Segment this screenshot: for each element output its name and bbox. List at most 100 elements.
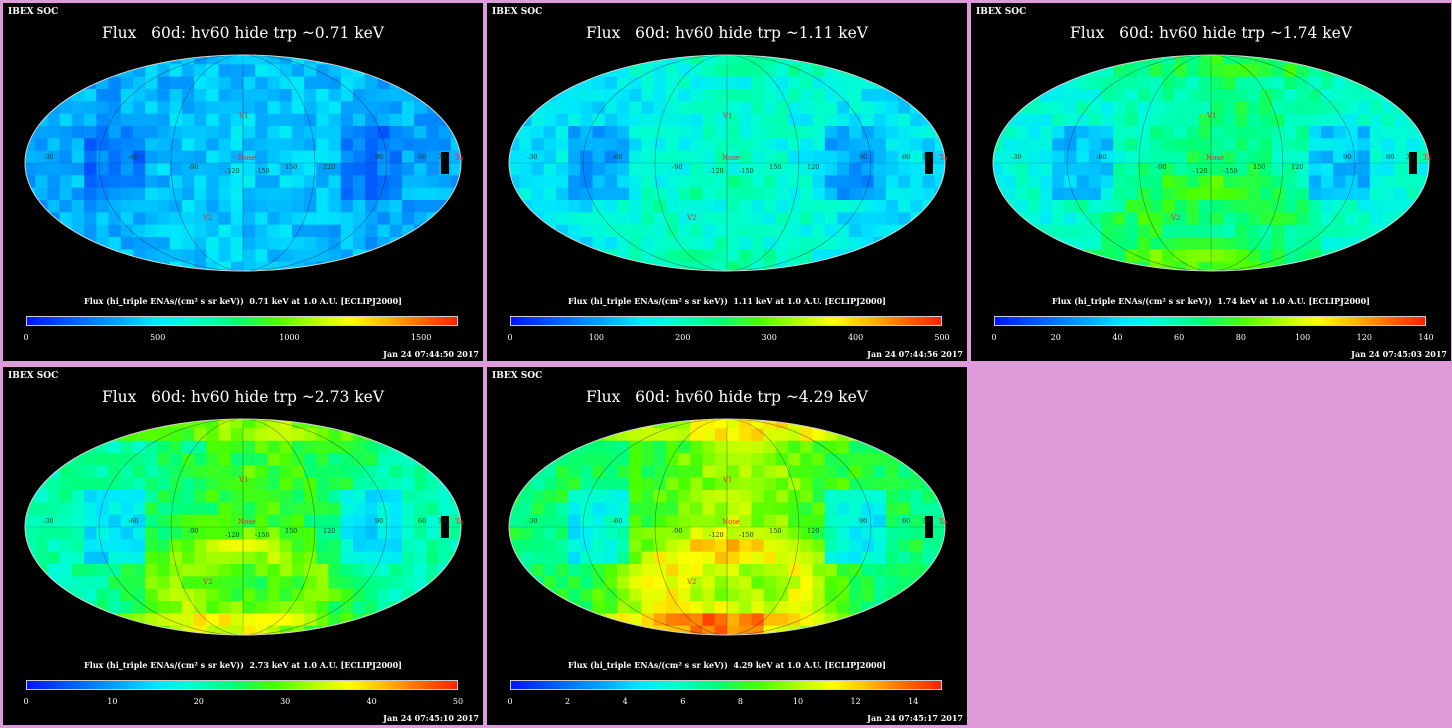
marker-v1: V1: [1206, 112, 1217, 120]
colorbar-tick: 0: [23, 697, 29, 706]
marker-nose: Nose: [722, 154, 740, 162]
grid-label: -60: [1096, 153, 1106, 161]
marker-v1: V1: [722, 112, 733, 120]
marker-nose: Nose: [238, 518, 256, 526]
grid-label: -30: [527, 153, 537, 161]
skymap-image: V1 Nose V2 Tail -30 -60 -90 -120 -150 150 120 90 60 3…: [24, 418, 463, 636]
grid-label: -30: [43, 153, 53, 161]
grid-label: -120: [225, 531, 240, 539]
grid-label: -120: [1193, 167, 1208, 175]
colorbar-tick: 1000: [279, 333, 300, 342]
grid-label: 120: [1291, 163, 1303, 171]
grid-label: 150: [285, 527, 297, 535]
grid-label: -150: [1223, 167, 1238, 175]
tail-marker-block: [1409, 152, 1417, 174]
grid-label: -90: [672, 527, 682, 535]
skymap-image: V1 Nose V2 Tail -30 -60 -90 -120 -150 150 120 90 60 3…: [24, 54, 463, 272]
org-label: IBEX SOC: [8, 371, 59, 381]
marker-v1: V1: [238, 476, 249, 484]
colorbar-tick: 40: [366, 697, 377, 706]
marker-nose: Nose: [1206, 154, 1224, 162]
colorbar-tick: 60: [1174, 333, 1185, 342]
grid-label: 120: [807, 163, 819, 171]
grid-label: -90: [188, 527, 198, 535]
colorbar-tick: 6: [680, 697, 686, 706]
colorbar-tick: 0: [991, 333, 997, 342]
skymap-panel: IBEX SOC Flux 60d: hv60 hide trp ~1.74 ke…: [971, 3, 1451, 361]
marker-v2: V2: [202, 214, 213, 222]
grid-label: -90: [672, 163, 682, 171]
grid-label: -120: [709, 531, 724, 539]
colorbar-tick: 30: [280, 697, 291, 706]
colorbar-tick: 0: [507, 697, 513, 706]
timestamp: Jan 24 07:44:50 2017: [383, 349, 479, 359]
grid-label: 60: [418, 153, 426, 161]
tail-marker-block: [925, 152, 933, 174]
grid-label: 60: [902, 153, 910, 161]
grid-label: -30: [527, 517, 537, 525]
grid-label: 120: [323, 527, 335, 535]
tail-marker-block: [441, 152, 449, 174]
grid-label: 30: [922, 517, 930, 525]
grid-label: 150: [1253, 163, 1265, 171]
panel-title: Flux 60d: hv60 hide trp ~1.11 keV: [585, 24, 869, 42]
marker-v1: V1: [722, 476, 733, 484]
grid-label: -150: [739, 167, 754, 175]
colorbar-tick: 400: [847, 333, 864, 342]
org-label: IBEX SOC: [492, 371, 543, 381]
skymap-image: V1 Nose V2 Tail -30 -60 -90 -120 -150 150 120 90 60 3…: [508, 54, 947, 272]
grid-label: 90: [859, 153, 867, 161]
colorbar-tick: 140: [1418, 333, 1434, 342]
colorbar-tick: 10: [107, 697, 118, 706]
colorbar-tick: 10: [792, 697, 804, 706]
colorbar-tick: 80: [1235, 333, 1246, 342]
panel-title: Flux 60d: hv60 hide trp ~1.74 keV: [1069, 24, 1353, 42]
colorbar: [510, 316, 942, 326]
grid-label: 150: [769, 163, 781, 171]
timestamp: Jan 24 07:45:17 2017: [867, 713, 963, 723]
colorbar-label: Flux (hi_triple ENAs/(cm² s sr keV)) 1.7…: [1052, 296, 1370, 306]
marker-tail: Tail: [455, 154, 463, 162]
skymap-panel: IBEX SOC Flux 60d: hv60 hide trp ~2.73 ke…: [3, 367, 483, 725]
grid-label: 90: [1343, 153, 1351, 161]
grid-label: -60: [128, 153, 138, 161]
grid-label: 150: [285, 163, 297, 171]
colorbar: [994, 316, 1426, 326]
colorbar-tick: 20: [1050, 333, 1061, 342]
grid-label: -120: [709, 167, 724, 175]
colorbar: [26, 680, 458, 690]
skymap-panel: IBEX SOC Flux 60d: hv60 hide trp ~4.29 ke…: [487, 367, 967, 725]
colorbar-tick: 4: [622, 697, 628, 706]
colorbar-tick: 50: [452, 697, 464, 706]
grid-label: 30: [1406, 153, 1414, 161]
marker-v2: V2: [202, 578, 213, 586]
tail-marker-block: [441, 516, 449, 538]
org-label: IBEX SOC: [8, 7, 59, 17]
marker-tail: Tail: [455, 518, 463, 526]
panel-title: Flux 60d: hv60 hide trp ~2.73 keV: [101, 388, 385, 406]
marker-nose: Nose: [722, 518, 740, 526]
tail-marker-block: [925, 516, 933, 538]
grid-label: 120: [323, 163, 335, 171]
grid-label: 60: [902, 517, 910, 525]
grid-label: 90: [375, 517, 383, 525]
timestamp: Jan 24 07:45:10 2017: [383, 713, 479, 723]
grid-label: 60: [1386, 153, 1394, 161]
colorbar-tick: 100: [1294, 333, 1311, 342]
grid-label: -60: [612, 153, 622, 161]
skymap-image: V1 Nose V2 Tail -30 -60 -90 -120 -150 150 120 90 60 3…: [992, 54, 1431, 272]
grid-label: 90: [859, 517, 867, 525]
colorbar-tick: 100: [588, 333, 605, 342]
marker-v1: V1: [238, 112, 249, 120]
grid-label: -90: [188, 163, 198, 171]
colorbar-tick: 500: [150, 333, 166, 342]
colorbar-label: Flux (hi_triple ENAs/(cm² s sr keV)) 2.7…: [84, 660, 402, 670]
skymap-panel: IBEX SOC Flux 60d: hv60 hide trp ~0.71 ke…: [3, 3, 483, 361]
colorbar-label: Flux (hi_triple ENAs/(cm² s sr keV)) 0.7…: [84, 296, 402, 306]
colorbar: [26, 316, 458, 326]
grid-label: -150: [255, 531, 270, 539]
colorbar-tick: 1500: [410, 333, 432, 342]
colorbar: [510, 680, 942, 690]
marker-nose: Nose: [238, 154, 256, 162]
org-label: IBEX SOC: [976, 7, 1027, 17]
